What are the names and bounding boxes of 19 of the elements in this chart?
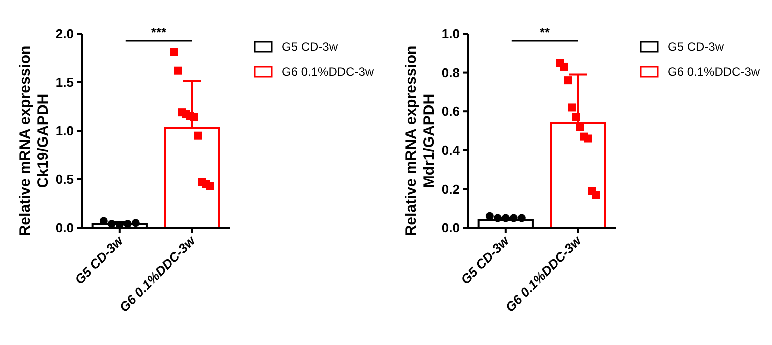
y-tick-label: 0.0 — [442, 220, 460, 236]
annotation: ** — [540, 25, 551, 40]
y-tick-label: 1.5 — [56, 75, 74, 90]
y-tick-label: 0.8 — [442, 65, 460, 80]
legend-label: G6 0.1%DDC-3w — [282, 65, 374, 80]
y-tick-label: 0.5 — [56, 172, 74, 188]
legend-label: G6 0.1%DDC-3w — [668, 65, 760, 80]
y-tick-label: 1.0 — [442, 26, 460, 42]
legend-label: G5 CD-3w — [282, 40, 338, 54]
y-tick-label: 2.0 — [56, 26, 74, 42]
y-axis-title: Relative mRNA expression Ck19/GAPDH — [17, 46, 52, 236]
y-tick-label: 0.2 — [442, 182, 460, 197]
y-axis-title: Relative mRNA expression Mdr1/GAPDH — [403, 46, 438, 236]
y-tick-label: 0.0 — [56, 220, 74, 236]
y-tick-label: 1.0 — [56, 124, 74, 139]
y-tick-label: 0.6 — [442, 104, 460, 120]
annotation: *** — [151, 25, 168, 40]
legend-label: G5 CD-3w — [668, 40, 724, 54]
y-tick-label: 0.4 — [442, 142, 461, 158]
